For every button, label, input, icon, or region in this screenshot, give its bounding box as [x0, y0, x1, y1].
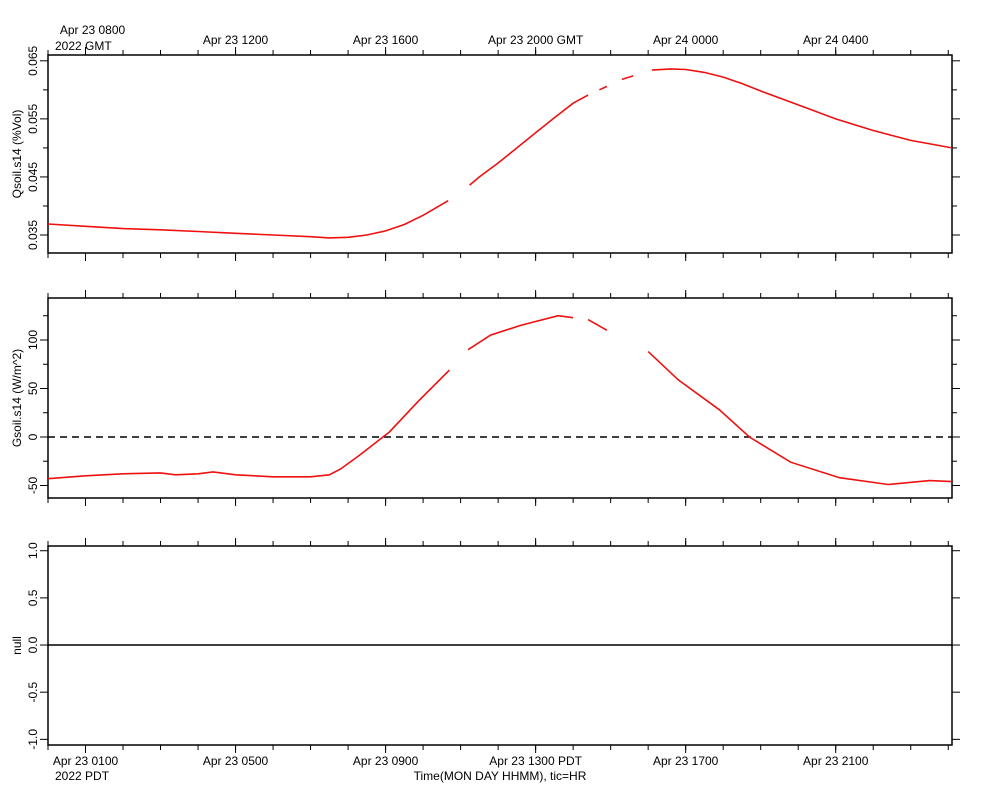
x2-tick-label: Apr 23 1200 — [203, 33, 269, 47]
x2-tick-label: Apr 23 0800 — [60, 23, 126, 37]
y-tick-label: -0.5 — [26, 682, 40, 703]
y-tick-label: -1.0 — [26, 729, 40, 750]
y-tick-label: 100 — [26, 330, 40, 350]
x-year-label: 2022 PDT — [55, 769, 110, 783]
x-tick-label: Apr 23 0500 — [203, 754, 269, 768]
y-tick-label: 50 — [26, 382, 40, 396]
y-tick-label: 0.035 — [26, 220, 40, 250]
y-axis-label: null — [10, 636, 24, 655]
y-tick-label: -50 — [26, 476, 40, 494]
x2-tick-label: Apr 23 2000 GMT — [488, 33, 584, 47]
x2-year-label: 2022 GMT — [55, 39, 112, 53]
plot-frame — [47, 297, 953, 499]
data-line — [47, 68, 953, 239]
plot-frame — [47, 54, 953, 254]
x2-tick-label: Apr 24 0400 — [803, 33, 869, 47]
y-tick-label: 0.065 — [26, 45, 40, 75]
x-tick-label: Apr 23 0100 — [53, 754, 119, 768]
y-axis-label: Gsoil.s14 (W/m^2) — [10, 349, 24, 447]
y-tick-label: 0.0 — [26, 636, 40, 653]
y-tick-label: 0.5 — [26, 589, 40, 606]
x-tick-label: Apr 23 0900 — [353, 754, 419, 768]
x-tick-label: Apr 23 1300 PDT — [489, 754, 582, 768]
x2-tick-label: Apr 23 1600 — [353, 33, 419, 47]
y-tick-label: 0.045 — [26, 162, 40, 192]
y-axis-label: Qsoil.s14 (%Vol) — [10, 110, 24, 199]
y-tick-label: 0 — [26, 433, 40, 440]
y-tick-label: 1.0 — [26, 542, 40, 559]
x-tick-label: Apr 23 2100 — [803, 754, 869, 768]
x-axis-label: Time(MON DAY HHMM), tic=HR — [414, 769, 587, 783]
x-tick-label: Apr 23 1700 — [653, 754, 719, 768]
y-tick-label: 0.055 — [26, 104, 40, 134]
x2-tick-label: Apr 24 0000 — [653, 33, 719, 47]
data-line — [47, 314, 953, 486]
